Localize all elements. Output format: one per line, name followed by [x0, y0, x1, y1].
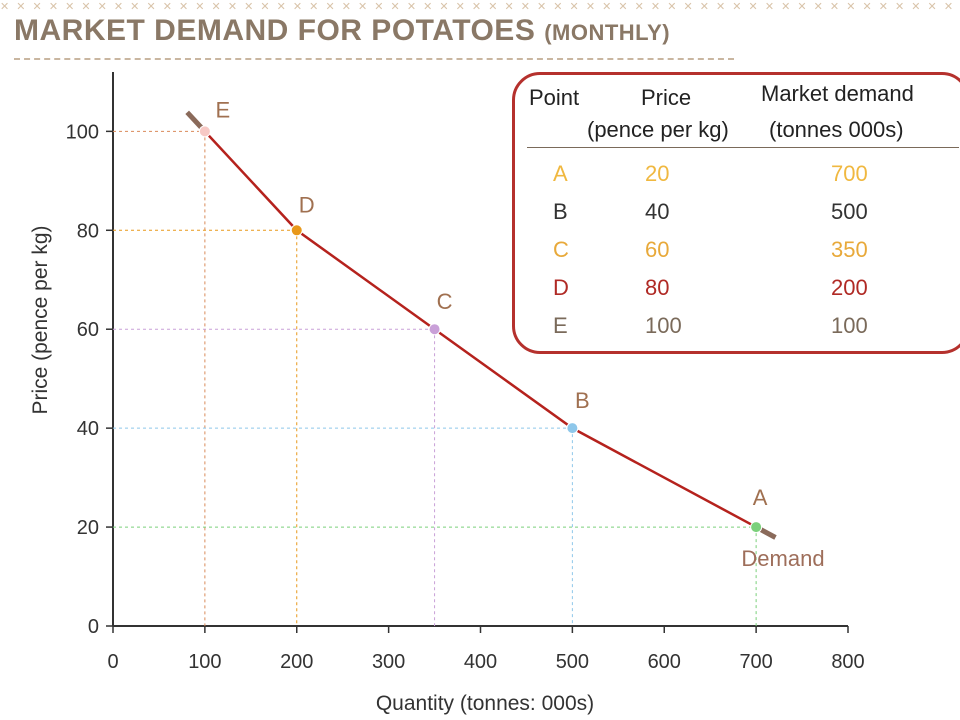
title-bar: Market Demand for Potatoes (monthly)	[14, 10, 734, 60]
table-cell-point: E	[553, 313, 568, 338]
y-tick-label: 40	[77, 418, 99, 440]
y-tick-label: 60	[77, 319, 99, 341]
table-header-demand: Market demand	[761, 81, 914, 106]
data-point-label: D	[299, 192, 315, 217]
table-header-point: Point	[529, 85, 580, 110]
x-tick-label: 300	[372, 651, 405, 673]
decorative-x-pattern: ✕ ✕ ✕ ✕ ✕ ✕ ✕ ✕ ✕ ✕ ✕ ✕ ✕ ✕ ✕ ✕ ✕ ✕ ✕ ✕ …	[0, 1, 960, 13]
table-cell-price: 60	[645, 237, 670, 262]
data-point-marker	[566, 422, 579, 435]
y-tick-label: 0	[88, 616, 99, 638]
demand-curve-label: Demand	[741, 546, 824, 571]
data-point-marker	[198, 125, 211, 138]
x-tick-label: 800	[831, 651, 864, 673]
table-header-price: Price	[641, 85, 692, 110]
x-tick-label: 200	[280, 651, 313, 673]
table-cell-demand: 350	[831, 237, 868, 262]
table-cell-demand: 700	[831, 161, 868, 186]
x-tick-label: 600	[648, 651, 681, 673]
table-header-price-unit: (pence per kg)	[587, 117, 729, 142]
x-tick-label: 0	[107, 651, 118, 673]
table-cell-point: A	[553, 161, 568, 186]
y-tick-label: 80	[77, 220, 99, 242]
x-tick-label: 100	[188, 651, 221, 673]
slide-title: Market Demand for Potatoes (monthly)	[14, 14, 670, 48]
x-tick-label: 700	[739, 651, 772, 673]
y-axis-label: Price (pence per kg)	[29, 225, 52, 414]
table-cell-price: 80	[645, 275, 670, 300]
table-cell-price: 40	[645, 199, 670, 224]
data-point-label: B	[575, 388, 590, 413]
x-tick-label: 500	[556, 651, 589, 673]
table-header-rule	[527, 147, 959, 148]
data-point-label: C	[437, 289, 453, 314]
y-tick-label: 100	[66, 121, 99, 143]
table-cell-demand: 500	[831, 199, 868, 224]
x-axis-label: Quantity (tonnes: 000s)	[376, 692, 594, 715]
table-cell-point: D	[553, 275, 569, 300]
table-cell-point: B	[553, 199, 568, 224]
data-point-label: E	[216, 97, 231, 122]
data-point-marker	[428, 323, 441, 336]
table-cell-demand: 200	[831, 275, 868, 300]
slide-title-main: Market Demand for Potatoes	[14, 14, 536, 47]
table-header-demand-unit: (tonnes 000s)	[769, 117, 904, 142]
data-point-marker	[750, 521, 763, 534]
x-tick-label: 400	[464, 651, 497, 673]
data-point-label: A	[753, 485, 768, 510]
slide-title-qualifier: (monthly)	[544, 20, 671, 45]
y-tick-label: 20	[77, 517, 99, 539]
table-cell-price: 20	[645, 161, 670, 186]
table-cell-demand: 100	[831, 313, 868, 338]
data-table-panel: Point Price (pence per kg) Market demand…	[512, 72, 960, 354]
table-cell-point: C	[553, 237, 569, 262]
table-cell-price: 100	[645, 313, 682, 338]
data-point-marker	[290, 224, 303, 237]
